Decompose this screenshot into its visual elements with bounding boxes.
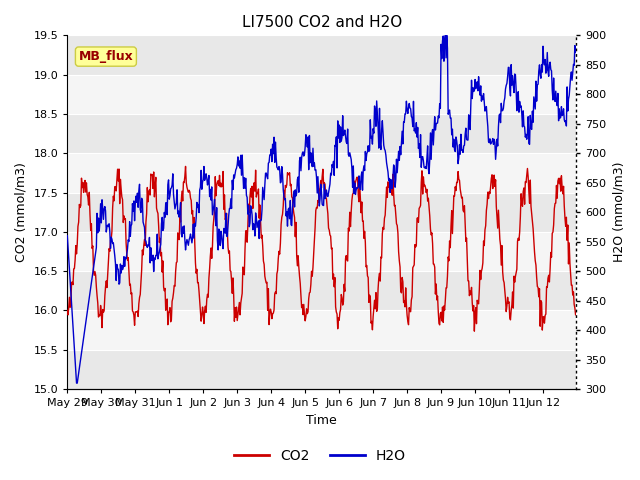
Bar — [67, 271, 576, 311]
Title: LI7500 CO2 and H2O: LI7500 CO2 and H2O — [242, 15, 402, 30]
Y-axis label: CO2 (mmol/m3): CO2 (mmol/m3) — [15, 162, 28, 262]
Bar — [67, 350, 576, 389]
Bar — [67, 232, 576, 271]
Legend: CO2, H2O: CO2, H2O — [228, 443, 412, 468]
X-axis label: Time: Time — [307, 414, 337, 427]
Bar — [67, 311, 576, 350]
Y-axis label: H2O (mmol/m3): H2O (mmol/m3) — [612, 162, 625, 263]
Text: MB_flux: MB_flux — [79, 50, 133, 63]
Bar — [67, 36, 576, 74]
Bar — [67, 114, 576, 153]
Bar — [67, 192, 576, 232]
Bar — [67, 153, 576, 192]
Bar — [67, 74, 576, 114]
